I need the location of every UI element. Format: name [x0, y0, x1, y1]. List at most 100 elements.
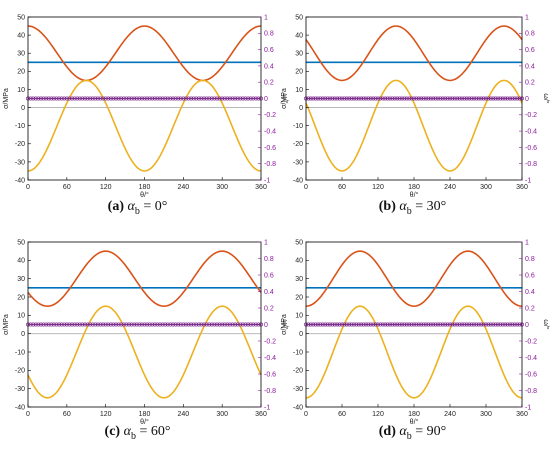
series-marker [361, 322, 366, 327]
series-marker [455, 96, 460, 101]
series-marker [129, 322, 134, 327]
series-marker [57, 322, 62, 327]
series-marker [106, 322, 111, 327]
series-marker [316, 322, 320, 327]
series-marker [217, 96, 222, 101]
series-marker [407, 322, 412, 327]
series-marker [150, 322, 155, 327]
x-tick-label: 180 [139, 411, 151, 418]
series-marker [440, 322, 445, 327]
series-marker [383, 322, 388, 327]
series-marker [51, 322, 56, 327]
series-marker [207, 322, 212, 327]
series-marker [230, 322, 235, 327]
series-marker [116, 96, 121, 101]
series-marker [376, 322, 380, 327]
series-marker [400, 322, 404, 327]
series-marker [240, 96, 245, 101]
series-marker [313, 96, 318, 101]
y-tick-label: 10 [17, 313, 25, 320]
y2-tick-label: 0.2 [525, 80, 535, 87]
y2-tick-label: 0.8 [264, 31, 274, 38]
series-marker [199, 96, 204, 101]
series-marker [127, 96, 131, 101]
series-marker [320, 96, 325, 101]
series-marker [75, 322, 80, 327]
series-marker [313, 322, 318, 327]
series-marker [373, 322, 378, 327]
series-marker [28, 96, 33, 101]
series-marker [90, 96, 95, 101]
series-marker [111, 96, 116, 101]
series-marker [409, 322, 414, 327]
series-marker [452, 96, 457, 101]
series-marker [251, 322, 256, 327]
series-marker [498, 322, 503, 327]
series-marker [388, 322, 392, 327]
series-marker [93, 96, 98, 101]
series-marker [354, 96, 359, 101]
series-marker [70, 96, 74, 101]
y-tick-label: 30 [295, 51, 303, 58]
series-marker [352, 322, 356, 327]
series-marker [183, 322, 188, 327]
y-tick-label: 10 [295, 313, 303, 320]
series-marker [59, 322, 64, 327]
series-marker [202, 96, 206, 101]
series-marker [472, 322, 476, 327]
x-tick-label: 300 [480, 411, 492, 418]
series-marker [171, 322, 175, 327]
series-marker [332, 322, 337, 327]
series-marker [424, 322, 428, 327]
series-line [305, 305, 523, 399]
y-tick-label: -40 [15, 404, 25, 411]
y-tick-label: 40 [17, 258, 25, 265]
y2-tick-label: -0.4 [525, 355, 537, 362]
series-marker [189, 96, 194, 101]
series-marker [160, 322, 165, 327]
series-marker [80, 322, 85, 327]
series-marker [306, 96, 311, 101]
series-marker [124, 322, 129, 327]
y-tick-label: -30 [15, 386, 25, 393]
series-marker [134, 96, 139, 101]
series-marker [253, 96, 258, 101]
series-marker [230, 96, 235, 101]
series-marker [364, 322, 368, 327]
series-marker [469, 322, 474, 327]
series-marker [323, 96, 328, 101]
series-line [27, 250, 262, 307]
series-marker [412, 96, 416, 101]
series-marker [400, 96, 404, 101]
series-marker [476, 322, 481, 327]
series-marker [124, 96, 129, 101]
series-marker [318, 96, 323, 101]
y-tick-label: 20 [17, 294, 25, 301]
y-tick-label: 50 [295, 239, 303, 246]
series-marker [325, 96, 330, 101]
x-tick-label: 60 [63, 184, 71, 191]
x-tick-label: 360 [255, 411, 267, 418]
y2-tick-label: 0.2 [264, 80, 274, 87]
series-marker [199, 322, 204, 327]
series-marker [57, 96, 62, 101]
series-marker [155, 96, 160, 101]
y-tick-label: 30 [17, 276, 25, 283]
x-axis-label: θ/° [140, 418, 149, 426]
series-marker [486, 96, 491, 101]
series-marker [368, 96, 373, 101]
y2-tick-label: 0.2 [525, 305, 535, 312]
y-tick-label: -30 [293, 386, 303, 393]
series-marker [222, 96, 227, 101]
series-marker [67, 96, 72, 101]
series-marker [414, 96, 419, 101]
series-marker [168, 322, 173, 327]
series-marker [421, 322, 426, 327]
series-marker [436, 322, 440, 327]
chart-panel-a: -40-30-20-1001020304050-1-0.8-0.6-0.4-0.… [3, 14, 289, 199]
series-marker [101, 96, 106, 101]
series-marker [67, 322, 72, 327]
series-marker [347, 322, 352, 327]
series-marker [448, 322, 452, 327]
y2-tick-label: -0.4 [264, 355, 276, 362]
